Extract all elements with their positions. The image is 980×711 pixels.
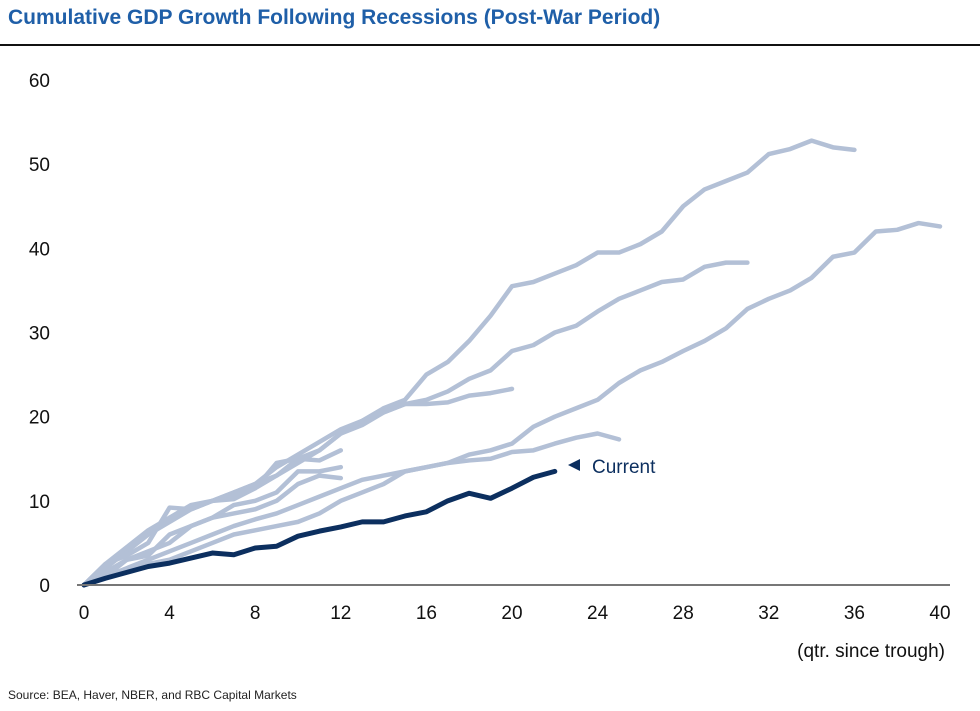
series-line-past-2 [81,260,750,588]
series-line-past-3 [81,220,943,588]
x-tick-label: 20 [501,603,522,624]
x-axis-label: (qtr. since trough) [797,641,945,662]
x-tick-label: 12 [330,603,351,624]
series-line-past-7 [81,464,344,588]
y-tick-label: 50 [29,155,50,176]
title-divider [0,44,980,46]
y-tick-label: 10 [29,492,50,513]
x-tick-label: 0 [79,603,90,624]
x-tick-label: 36 [844,603,865,624]
series-line-past-8 [81,473,344,588]
series-line-current [81,468,558,588]
y-tick-label: 30 [29,324,50,345]
current-annotation: Current [592,457,656,478]
series-line-past-4 [81,431,622,588]
y-tick-label: 40 [29,239,50,260]
x-tick-label: 32 [758,603,779,624]
current-pointer-icon [568,459,580,471]
x-tick-label: 16 [416,603,437,624]
series-lines [81,138,943,588]
x-tick-label: 4 [164,603,175,624]
axes: 0 4 8 12 16 20 24 28 32 36 40 0 10 20 30 40 50 60 [29,71,951,624]
y-tick-label: 60 [29,71,50,92]
x-tick-label: 28 [673,603,694,624]
x-tick-label: 24 [587,603,609,624]
series-line-past-5 [81,386,515,588]
x-tick-label: 40 [929,603,950,624]
x-tick-label: 8 [250,603,261,624]
y-tick-label: 0 [39,576,50,597]
chart-title: Cumulative GDP Growth Following Recessio… [8,6,661,29]
source-note: Source: BEA, Haver, NBER, and RBC Capita… [8,688,297,702]
series-line-past-6 [81,448,344,588]
series-line-past-1 [81,138,857,588]
y-tick-label: 20 [29,408,50,429]
